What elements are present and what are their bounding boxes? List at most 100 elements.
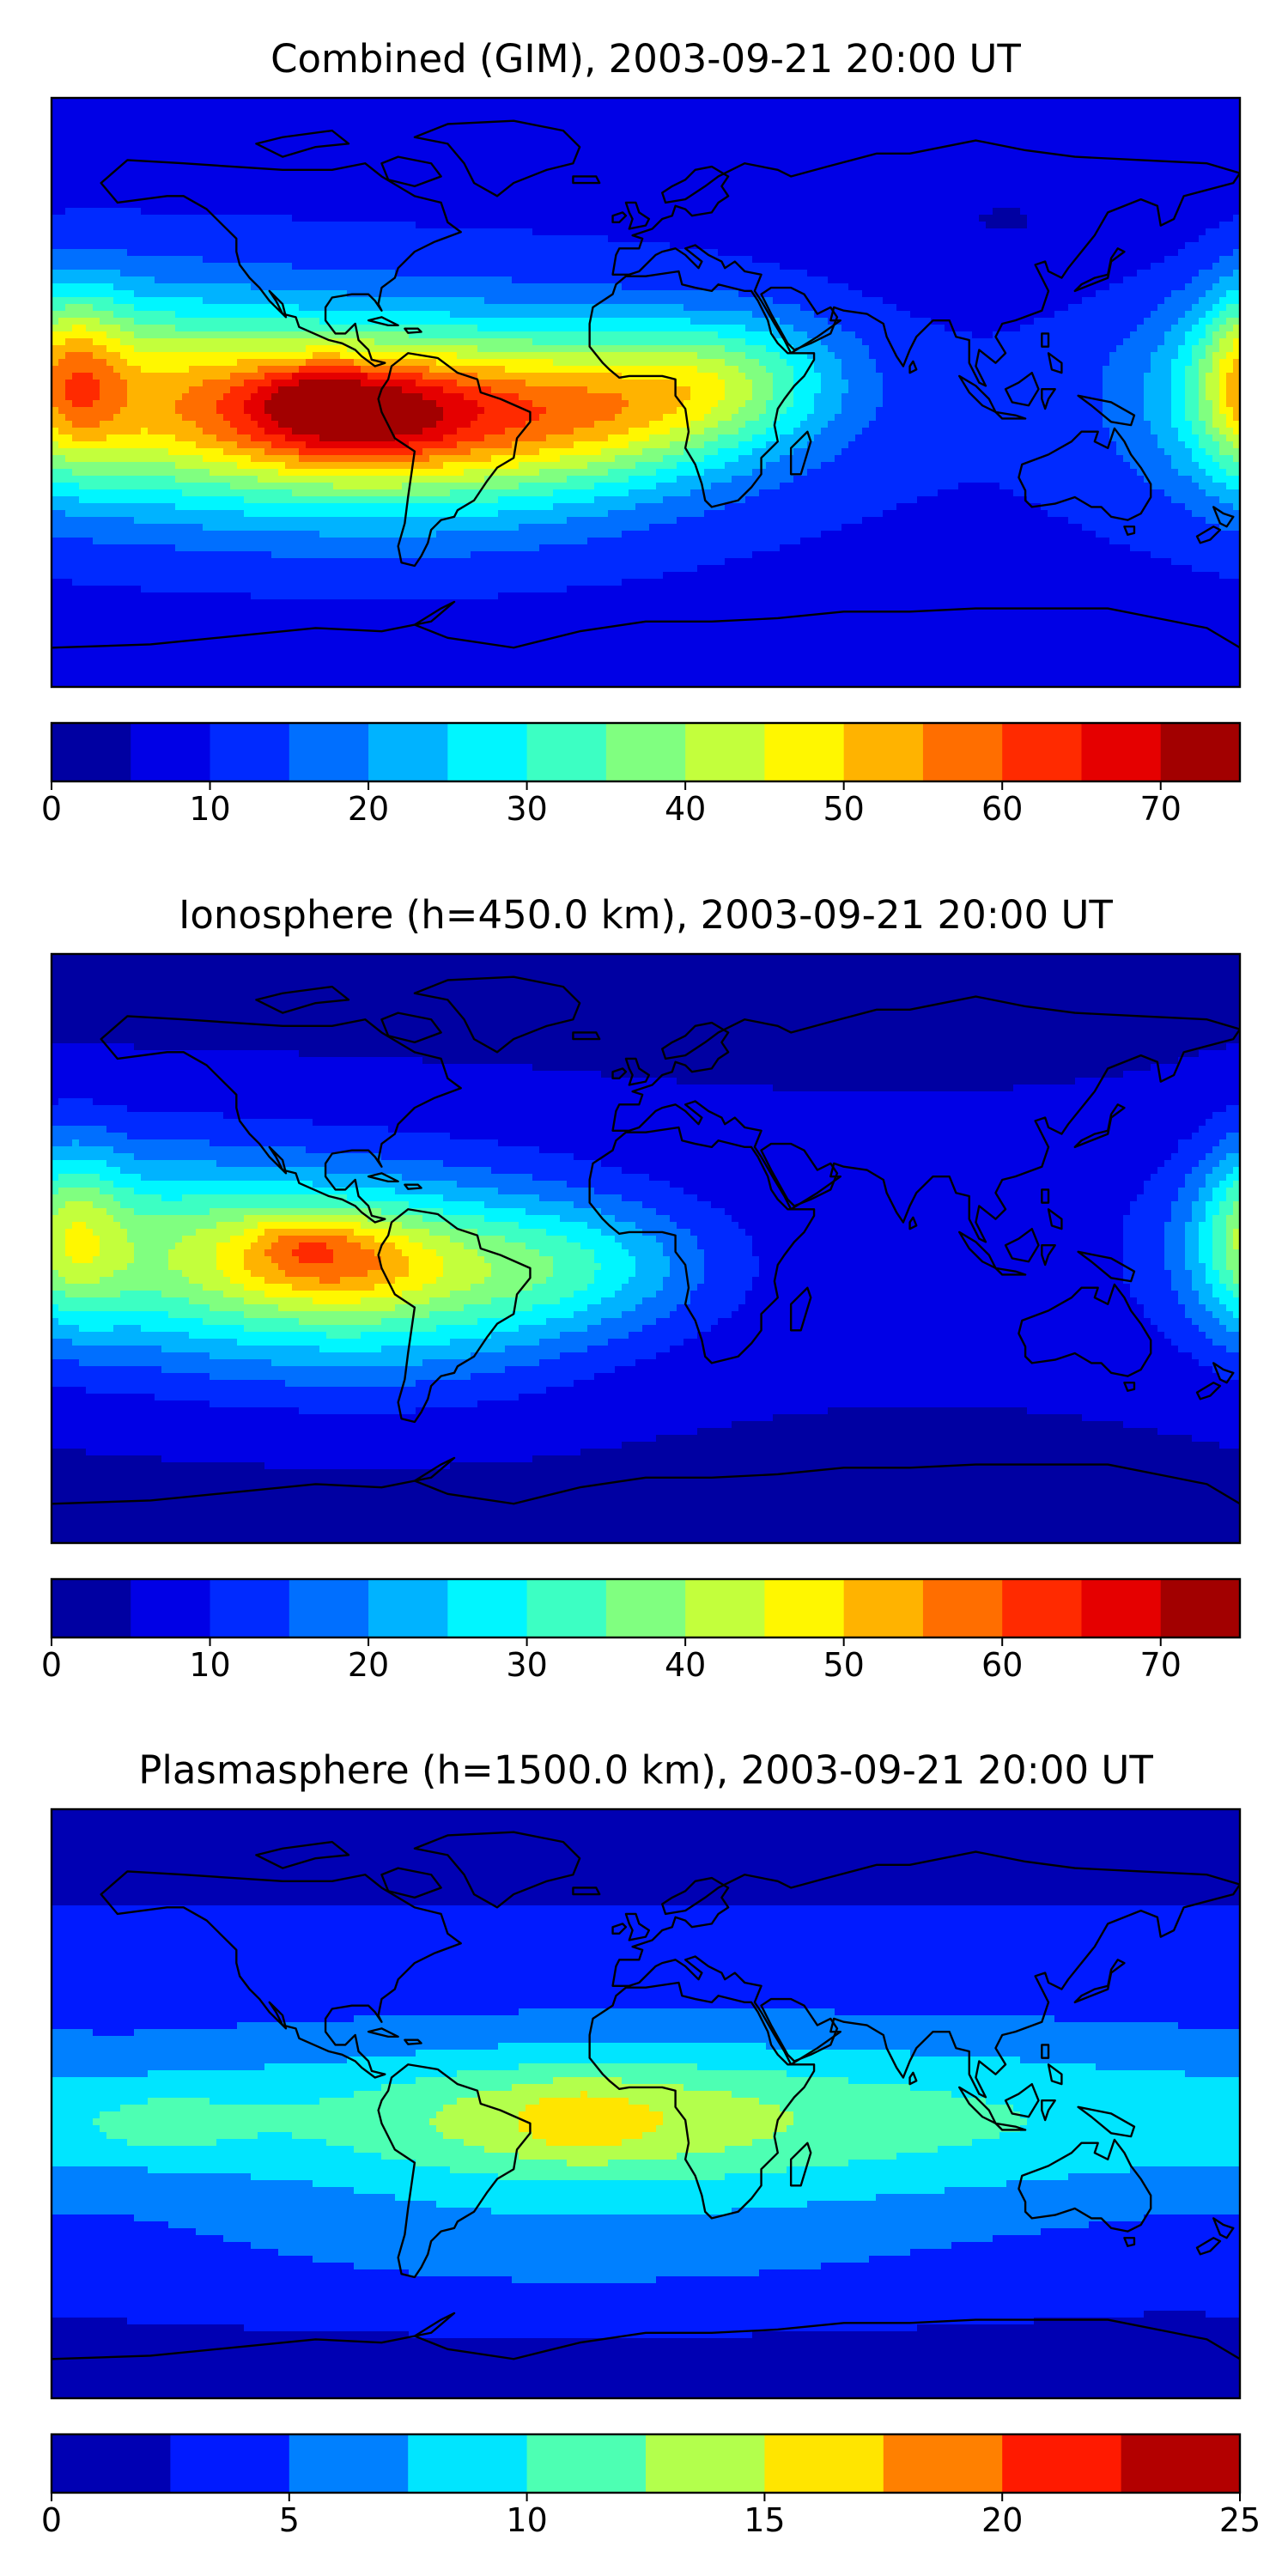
contour-cell xyxy=(52,1160,107,1168)
contour-cell xyxy=(52,2160,416,2167)
contour-cell xyxy=(52,455,66,463)
contour-cell xyxy=(1233,215,1240,222)
contour-cell xyxy=(1206,1277,1220,1285)
contour-cell xyxy=(519,2153,677,2160)
contour-cell xyxy=(725,386,753,394)
colorbar-segment xyxy=(210,723,290,781)
colorbar-segment xyxy=(922,723,1003,781)
contour-cell xyxy=(271,1359,423,1367)
contour-cell xyxy=(690,421,719,428)
contour-cell xyxy=(766,462,822,470)
contour-cell xyxy=(587,386,691,394)
contour-cell xyxy=(1109,352,1151,360)
contour-cell xyxy=(1199,1236,1213,1243)
contour-cell xyxy=(52,572,664,580)
contour-cell xyxy=(230,1277,265,1285)
contour-cell xyxy=(1226,1263,1240,1271)
contour-cell xyxy=(52,2194,396,2202)
contour-cell xyxy=(52,270,121,277)
contour-cell xyxy=(313,2256,870,2263)
contour-cell xyxy=(52,1297,190,1305)
contour-cell xyxy=(622,373,719,380)
contour-cell xyxy=(1233,1277,1240,1285)
contour-cell xyxy=(629,1249,664,1257)
contour-cell xyxy=(738,441,767,449)
contour-cell xyxy=(436,400,478,408)
colorbar-segment xyxy=(289,2434,409,2493)
contour-cell xyxy=(1212,1256,1227,1264)
colorbar-segment xyxy=(447,723,528,781)
contour-cell xyxy=(52,1057,423,1065)
contour-cell xyxy=(512,2276,657,2284)
contour-cell xyxy=(725,393,753,401)
contour-cell xyxy=(532,2132,643,2140)
contour-cell xyxy=(52,641,1240,648)
contour-cell xyxy=(52,2132,107,2140)
contour-cell xyxy=(752,1284,1131,1291)
colorbar-tick-label: 25 xyxy=(1219,2501,1261,2539)
contour-cell xyxy=(113,1194,162,1202)
contour-cell xyxy=(72,400,94,408)
map-plasmasphere xyxy=(50,1807,1242,2400)
contour-cell xyxy=(800,304,897,312)
contour-cell xyxy=(86,325,121,332)
contour-cell xyxy=(189,1297,245,1305)
contour-cell xyxy=(52,2290,1240,2298)
contour-cell xyxy=(1178,428,1193,435)
contour-cell xyxy=(65,1229,94,1236)
contour-cell xyxy=(361,366,430,374)
contour-cell xyxy=(175,311,451,319)
contour-cell xyxy=(519,393,623,401)
contour-cell xyxy=(1219,1201,1234,1209)
contour-cell xyxy=(1226,386,1240,394)
contour-cell xyxy=(725,462,767,470)
contour-cell xyxy=(52,1030,1240,1037)
contour-cell xyxy=(93,2118,430,2126)
contour-cell xyxy=(629,441,671,449)
contour-cell xyxy=(1219,1181,1234,1188)
contour-cell xyxy=(539,1249,595,1257)
contour-cell xyxy=(1212,1215,1227,1223)
contour-cell xyxy=(642,1297,691,1305)
contour-cell xyxy=(52,1043,135,1051)
contour-cell xyxy=(374,338,533,346)
contour-cell xyxy=(93,338,121,346)
contour-cell xyxy=(1109,428,1151,435)
contour-cell xyxy=(52,1263,128,1271)
contour-cell xyxy=(938,489,1014,497)
contour-cell xyxy=(1226,1284,1240,1291)
contour-cell xyxy=(1226,1188,1240,1195)
contour-cell xyxy=(642,1325,712,1333)
contour-cell xyxy=(52,647,1240,655)
contour-cell xyxy=(560,1297,602,1305)
contour-cell xyxy=(409,1236,451,1243)
colorbar-tick-label: 40 xyxy=(665,790,706,828)
contour-cell xyxy=(52,1995,1240,2002)
contour-cell xyxy=(230,421,258,428)
contour-cell xyxy=(835,455,1124,463)
contour-cell xyxy=(113,1215,245,1223)
contour-cell xyxy=(787,407,815,415)
contour-cell xyxy=(340,352,458,360)
contour-cell xyxy=(1226,373,1240,380)
contour-cell xyxy=(306,359,355,367)
colorbar-segment xyxy=(685,723,765,781)
contour-cell xyxy=(917,496,1028,504)
contour-cell xyxy=(65,1291,121,1298)
contour-cell xyxy=(52,1366,162,1374)
contour-cell xyxy=(264,1229,355,1236)
contour-cell xyxy=(622,407,677,415)
contour-cell xyxy=(1233,1229,1240,1236)
contour-cell xyxy=(876,2194,1240,2202)
contour-cell xyxy=(1199,386,1206,394)
contour-cell xyxy=(93,373,121,380)
contour-cell xyxy=(608,510,705,518)
contour-cell xyxy=(436,421,471,428)
contour-cell xyxy=(677,476,732,483)
contour-cell xyxy=(52,263,293,270)
contour-cell xyxy=(52,1119,313,1127)
contour-cell xyxy=(1206,393,1220,401)
contour-cell xyxy=(52,201,1240,209)
contour-cell xyxy=(1192,1318,1220,1326)
contour-cell xyxy=(1192,1284,1213,1291)
